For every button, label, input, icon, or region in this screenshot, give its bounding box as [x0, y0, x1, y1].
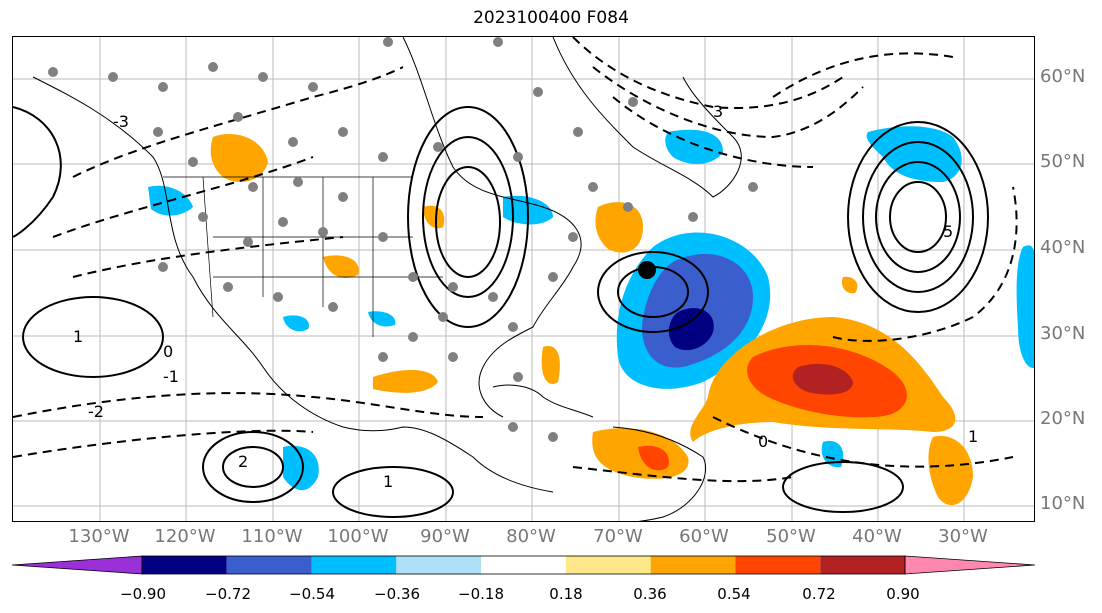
lat-label-40n: 40°N	[1040, 237, 1086, 258]
colorbar-segment	[565, 556, 651, 574]
lon-label-80w: 80°W	[506, 526, 556, 547]
lon-label-60w: 60°W	[679, 526, 729, 547]
contour-label-0b: 0	[758, 432, 768, 451]
coastlines	[32, 37, 742, 521]
lat-label-50n: 50°N	[1040, 151, 1086, 172]
lon-label-40w: 40°W	[852, 526, 902, 547]
lon-label-50w: 50°W	[766, 526, 816, 547]
high-ring-3	[875, 161, 961, 273]
east-atlantic-positive	[928, 436, 973, 506]
lon-label-130w: 130°W	[68, 526, 130, 547]
contour-label-2a: 2	[238, 452, 248, 471]
gulf-negative	[368, 311, 396, 327]
trough-ring-3	[435, 166, 501, 278]
storm-center-marker	[638, 261, 656, 279]
texas-negative	[283, 315, 309, 332]
colorbar-tick-10: 0.90	[886, 585, 920, 603]
colorbar-segments	[11, 555, 1036, 575]
lon-label-70w: 70°W	[593, 526, 643, 547]
caribbean-positive-core	[638, 445, 669, 471]
east-edge-negative	[1016, 245, 1034, 368]
map-title: 2023100400 F084	[473, 8, 629, 28]
contour-label-neg2a: -2	[88, 402, 104, 421]
colorbar	[11, 555, 1036, 575]
positive-anomaly-core	[792, 363, 853, 395]
rockies-positive	[210, 134, 268, 182]
contour-label-1c: 1	[383, 472, 393, 491]
graticule	[13, 37, 1034, 521]
colorbar-tick-6: 0.18	[549, 585, 583, 603]
colorbar-tick-5: −0.18	[458, 585, 504, 603]
contour-label-5a: 5	[943, 222, 953, 241]
low-ring-1	[597, 251, 709, 333]
colorbar-segment	[481, 556, 566, 574]
northeast-positive	[595, 202, 643, 253]
lon-label-100w: 100°W	[327, 526, 389, 547]
colorbar-segment	[820, 556, 905, 574]
negative-contours	[13, 37, 1018, 483]
contour-label-1b: 1	[968, 427, 978, 446]
colorbar-outline	[141, 555, 906, 575]
bahamas-positive	[541, 346, 560, 384]
colorbar-tick-3: −0.54	[289, 585, 335, 603]
negative-anomaly-core	[668, 308, 714, 351]
lat-label-60n: 60°N	[1040, 66, 1086, 87]
lat-label-30n: 30°N	[1040, 323, 1086, 344]
contour-label-3a: 3	[713, 102, 723, 121]
pacific-ring-3	[332, 466, 454, 518]
west-edge-ring	[13, 106, 62, 238]
colorbar-segment-low-extend	[11, 555, 143, 575]
lon-label-90w: 90°W	[420, 526, 470, 547]
map-panel: 0 1 2 3 5 -1 -2 -3 0 1 1	[12, 36, 1035, 522]
colorbar-segment	[396, 556, 482, 574]
colorbar-segment	[735, 556, 821, 574]
labrador-negative	[665, 129, 723, 164]
pacific-ring-2	[222, 446, 284, 488]
colorbar-segment	[650, 556, 736, 574]
lat-label-20n: 20°N	[1040, 408, 1086, 429]
political-borders	[163, 176, 443, 337]
colorbar-segment	[226, 556, 312, 574]
contour-label-neg3a: -3	[113, 112, 129, 131]
plains-positive	[323, 255, 359, 278]
colorbar-tick-1: −0.90	[120, 585, 166, 603]
station-markers	[48, 37, 758, 442]
trough-ring-1	[407, 106, 529, 328]
lon-label-30w: 30°W	[938, 526, 988, 547]
trough-ring-2	[422, 136, 514, 298]
colorbar-tick-2: −0.72	[205, 585, 251, 603]
colorbar-tick-8: 0.54	[717, 585, 751, 603]
tropical-negative	[821, 440, 844, 468]
tropical-ring	[782, 461, 904, 513]
high-ring-1	[847, 121, 989, 313]
contour-label-1a: 1	[73, 327, 83, 346]
high-ring-2	[862, 141, 974, 293]
lat-label-10n: 10°N	[1040, 493, 1086, 514]
contour-labels: 0 1 2 3 5 -1 -2 -3 0 1 1	[73, 102, 978, 491]
atlantic-small-positive	[841, 276, 858, 294]
colorbar-tick-4: −0.36	[374, 585, 420, 603]
gulf-positive	[373, 370, 438, 393]
colorbar-segment	[142, 556, 227, 574]
contour-label-neg1a: -1	[163, 367, 179, 386]
contour-label-0a: 0	[163, 342, 173, 361]
ohio-positive	[423, 205, 445, 229]
lon-label-120w: 120°W	[154, 526, 216, 547]
positive-contours	[13, 106, 989, 518]
colorbar-tick-9: 0.72	[802, 585, 836, 603]
high-ring-4	[889, 181, 947, 253]
west-ring	[22, 296, 164, 378]
colorbar-tick-7: 0.36	[633, 585, 667, 603]
pacific-mexico-negative	[283, 445, 319, 491]
map-canvas: 0 1 2 3 5 -1 -2 -3 0 1 1	[13, 37, 1034, 521]
lon-label-110w: 110°W	[241, 526, 303, 547]
colorbar-segment	[311, 556, 397, 574]
colorbar-segment-high-extend	[904, 555, 1036, 575]
